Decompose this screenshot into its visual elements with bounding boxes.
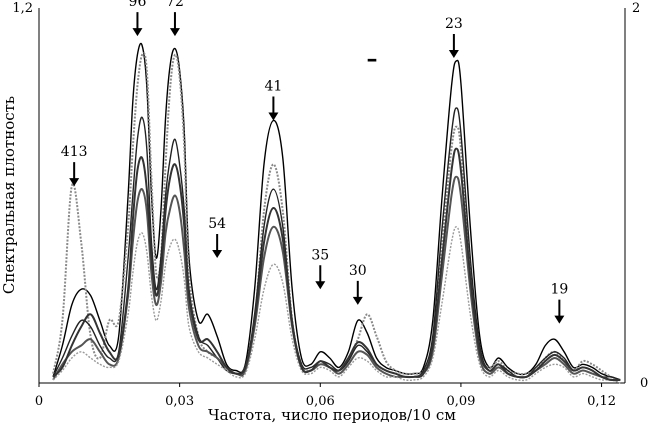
- annotation-label: 30: [349, 263, 367, 279]
- y-left-tick-label-top: 1,2: [12, 1, 33, 16]
- x-tick-label: 0,09: [446, 394, 475, 409]
- annotation-label: 35: [311, 247, 329, 263]
- annotation-arrow-head: [352, 296, 363, 305]
- series-line: [52, 107, 621, 381]
- x-tick-label: 0: [35, 394, 43, 409]
- y-right-tick-label-bottom: 0: [640, 376, 648, 391]
- series-layer: [52, 42, 621, 384]
- annotation-label: 96: [129, 0, 147, 10]
- annotation-label: 23: [445, 16, 463, 32]
- annotation-arrow-head: [268, 112, 279, 121]
- x-tick-label: 0,03: [165, 394, 194, 409]
- annotation-label: 72: [166, 0, 184, 10]
- annotation-label: 19: [550, 282, 568, 298]
- annotation-arrow-head: [132, 28, 143, 37]
- x-tick-label: 0,12: [587, 394, 616, 409]
- annotation-arrow-head: [448, 50, 459, 58]
- annotation-layer: 413 96 72 54 41 35 30 23 19: [61, 0, 568, 324]
- x-axis-title: Частота, число периодов/10 см: [208, 406, 456, 424]
- y-right-tick-label-top: 2: [632, 1, 640, 16]
- series-line: [52, 42, 621, 381]
- annotation-label: 413: [61, 144, 88, 160]
- x-tick-label: 0,06: [306, 394, 335, 409]
- y-axis-title: Спектральная плотность: [0, 96, 18, 294]
- annotation-arrow-head: [315, 281, 326, 290]
- annotation-label: 41: [264, 79, 282, 95]
- series-line: [52, 226, 621, 384]
- annotation-arrow-head: [554, 315, 565, 324]
- annotation-label: 54: [208, 216, 226, 232]
- x-ticks: 0 0,03 0,06 0,09 0,12: [35, 383, 616, 409]
- series-marker: –: [367, 46, 378, 72]
- series-line: [52, 175, 621, 382]
- annotation-arrow-head: [212, 250, 223, 258]
- annotation-arrow-head: [169, 28, 180, 37]
- series-line: [52, 147, 621, 382]
- series-line: [52, 52, 621, 381]
- annotation-arrow-head: [69, 178, 80, 187]
